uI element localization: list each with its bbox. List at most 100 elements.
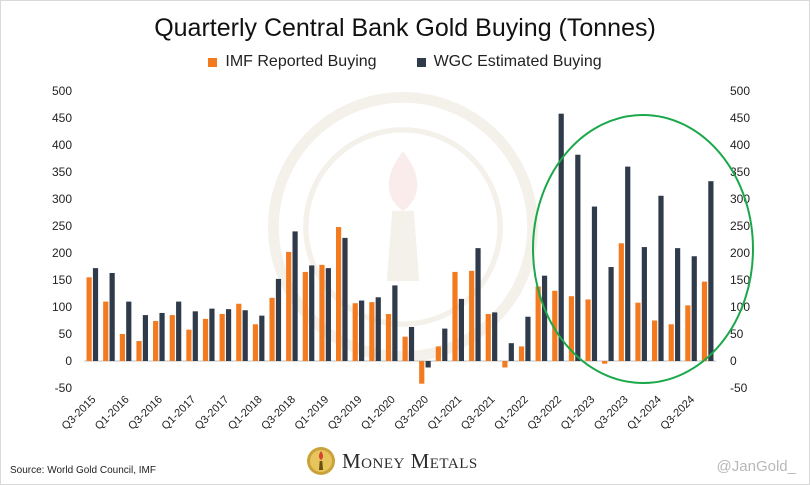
bar-imf: [452, 271, 458, 361]
bar-wgc: [458, 298, 465, 361]
x-tick-label: Q3-2023: [592, 394, 631, 433]
x-tick-label: Q1-2018: [226, 394, 265, 433]
bar-imf: [236, 303, 242, 361]
bar-imf: [219, 314, 225, 361]
bar-imf: [385, 314, 392, 361]
bar-wgc: [525, 316, 531, 361]
bar-imf: [668, 324, 674, 361]
bar-imf: [369, 302, 375, 361]
bar-imf: [435, 346, 441, 361]
bar-imf: [119, 334, 125, 361]
bar-wgc: [691, 256, 697, 361]
bar-wgc: [641, 247, 647, 361]
bar-wgc: [408, 326, 415, 361]
bar-imf: [186, 329, 192, 361]
bar-wgc: [475, 248, 481, 361]
bar-wgc: [492, 312, 498, 361]
bar-imf: [86, 277, 92, 361]
y-tick-label-left: -50: [55, 381, 73, 395]
bar-imf: [585, 299, 591, 361]
legend-item-wgc: WGC Estimated Buying: [416, 53, 602, 71]
y-tick-label-left: 400: [52, 138, 72, 152]
bar-imf: [269, 297, 275, 361]
bar-imf: [103, 301, 109, 361]
bar-wgc: [658, 195, 664, 361]
bar-wgc: [92, 268, 99, 361]
x-tick-label: Q3-2017: [193, 394, 232, 433]
bar-wgc: [591, 206, 598, 361]
x-tick-label: Q1-2016: [93, 394, 132, 433]
y-tick-label-left: 250: [52, 219, 72, 233]
bar-imf: [302, 271, 308, 361]
bar-imf: [502, 361, 508, 368]
bar-imf: [169, 315, 175, 361]
legend-label-imf: IMF Reported Buying: [225, 53, 377, 70]
bar-imf: [319, 264, 325, 361]
bar-imf: [568, 296, 575, 361]
torch-coin-icon: [307, 447, 335, 475]
x-tick-label: Q3-2019: [326, 394, 365, 433]
bar-wgc: [242, 310, 248, 361]
bar-wgc: [309, 265, 315, 361]
y-tick-label-right: 500: [730, 84, 750, 98]
x-tick-label: Q3-2021: [459, 394, 498, 433]
y-tick-label-left: 500: [52, 84, 72, 98]
x-tick-label: Q3-2018: [259, 394, 298, 433]
bar-imf: [335, 227, 342, 361]
y-tick-label-left: 450: [52, 111, 72, 125]
y-tick-label-right: 100: [730, 300, 750, 314]
bar-wgc: [159, 312, 165, 361]
bar-wgc: [126, 301, 132, 361]
bar-imf: [419, 361, 425, 384]
highlight-ellipse: [532, 114, 754, 384]
bar-imf: [701, 281, 708, 361]
y-tick-label-left: 200: [52, 246, 72, 260]
y-tick-label-right: -50: [730, 381, 748, 395]
x-tick-label: Q1-2023: [559, 394, 598, 433]
x-tick-label: Q1-2017: [159, 394, 198, 433]
bar-imf: [618, 243, 624, 361]
bar-wgc: [375, 297, 381, 361]
bar-imf: [202, 318, 209, 361]
legend-label-wgc: WGC Estimated Buying: [433, 53, 602, 70]
source-note: Source: World Gold Council, IMF: [10, 465, 156, 476]
bar-imf: [552, 290, 558, 361]
x-tick-label: Q3-2024: [658, 394, 697, 433]
bar-imf: [136, 341, 142, 361]
bar-wgc: [225, 309, 232, 361]
bar-wgc: [392, 285, 398, 361]
bar-wgc: [442, 328, 448, 361]
bar-wgc: [176, 301, 182, 361]
bar-wgc: [359, 300, 365, 361]
bar-wgc: [425, 361, 431, 368]
y-tick-label-right: 200: [730, 246, 750, 260]
bar-imf: [651, 320, 658, 361]
bar-wgc: [259, 315, 265, 361]
legend-swatch-imf: [208, 57, 218, 67]
x-tick-label: Q3-2022: [525, 394, 564, 433]
bar-wgc: [608, 267, 614, 361]
bar-imf: [602, 361, 608, 364]
bar-wgc: [541, 275, 548, 361]
bar-imf: [402, 336, 408, 361]
bar-wgc: [142, 315, 149, 361]
x-tick-label: Q3-2020: [392, 394, 431, 433]
legend-item-imf: IMF Reported Buying: [208, 53, 377, 71]
y-tick-label-right: 450: [730, 111, 750, 125]
x-tick-label: Q1-2024: [625, 394, 664, 433]
bar-wgc: [625, 166, 631, 361]
x-tick-label: Q1-2022: [492, 394, 531, 433]
y-tick-label-left: 350: [52, 165, 72, 179]
y-tick-label-left: 100: [52, 300, 72, 314]
bar-imf: [252, 324, 259, 361]
y-tick-label-right: 250: [730, 219, 750, 233]
bar-wgc: [209, 308, 215, 361]
chart-title: Quarterly Central Bank Gold Buying (Tonn…: [154, 14, 656, 42]
y-tick-label-left: 150: [52, 273, 72, 287]
bar-wgc: [109, 272, 115, 361]
bar-wgc: [292, 231, 298, 361]
bar-wgc: [508, 343, 514, 361]
bar-imf: [153, 321, 159, 361]
y-tick-label-left: 50: [59, 327, 73, 341]
